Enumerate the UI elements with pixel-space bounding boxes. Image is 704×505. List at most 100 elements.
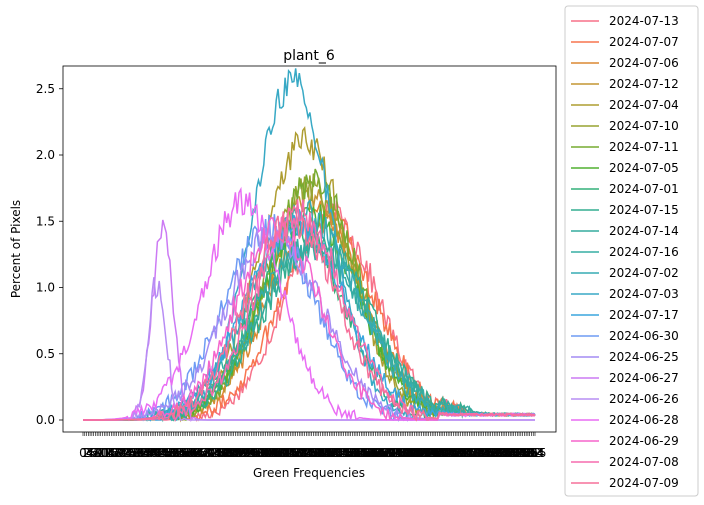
x-tick-label: 88 [231,446,246,460]
x-tick-label: 228 [476,446,499,460]
x-tick-label: 138 [316,446,339,460]
x-tick-label: 186 [401,446,424,460]
x-tick-label: 118 [281,446,304,460]
x-tick-label: 25 [120,446,135,460]
x-tick-label: 195 [417,446,440,460]
x-tick-label: 85 [226,446,241,460]
x-tick-label: 105 [258,446,281,460]
x-tick-label: 99 [251,446,266,460]
x-tick-label: 209 [442,446,465,460]
x-tick-label: 170 [373,446,396,460]
x-axis-ticks: 0123456789101112131415161718192021222324… [79,432,546,460]
x-tick-label: 65 [191,446,206,460]
x-tick-label: 81 [219,446,234,460]
x-tick-label: 24 [118,446,133,460]
x-tick-label: 72 [203,446,218,460]
x-tick-label: 16 [104,446,119,460]
x-tick-label: 145 [329,446,352,460]
x-tick-label: 104 [256,446,279,460]
legend-label: 2024-07-10 [609,119,679,133]
x-tick-label: 68 [196,446,211,460]
x-tick-label: 152 [341,446,364,460]
x-tick-label: 37 [141,446,156,460]
x-tick-label: 15 [102,446,117,460]
legend-label: 2024-07-11 [609,140,679,154]
x-tick-label: 139 [318,446,341,460]
x-tick-label: 23 [116,446,131,460]
x-tick-label: 56 [175,446,190,460]
plot-frame [62,65,557,433]
x-tick-label: 51 [166,446,181,460]
series-line-2024-07-04 [83,126,536,421]
x-tick-label: 226 [472,446,495,460]
x-tick-label: 114 [274,446,297,460]
x-tick-label: 57 [176,446,191,460]
x-tick-label: 79 [215,446,230,460]
x-tick-label: 76 [210,446,225,460]
x-tick-label: 96 [246,446,261,460]
x-tick-label: 173 [378,446,401,460]
x-tick-label: 246 [508,446,531,460]
x-tick-label: 160 [355,446,378,460]
x-tick-label: 252 [518,446,541,460]
x-tick-label: 100 [249,446,272,460]
y-tick-label: 2.0 [36,148,55,162]
x-tick-label: 32 [132,446,147,460]
x-tick-label: 163 [360,446,383,460]
x-tick-label: 61 [183,446,198,460]
legend-label: 2024-07-02 [609,266,679,280]
x-tick-label: 159 [353,446,376,460]
x-tick-label: 134 [309,446,332,460]
x-tick-label: 147 [332,446,355,460]
x-tick-label: 87 [230,446,245,460]
x-tick-label: 30 [129,446,144,460]
x-tick-label: 212 [447,446,470,460]
x-tick-label: 58 [178,446,193,460]
x-tick-label: 231 [481,446,504,460]
x-tick-label: 70 [199,446,214,460]
x-tick-label: 111 [268,446,291,460]
x-tick-label: 53 [169,446,184,460]
y-tick-label: 2.5 [36,82,55,96]
x-tick-label: 122 [288,446,311,460]
x-tick-label: 117 [279,446,302,460]
x-tick-label: 201 [428,446,451,460]
x-tick-label: 75 [208,446,223,460]
x-tick-label: 168 [369,446,392,460]
x-tick-label: 113 [272,446,295,460]
x-tick-label: 120 [284,446,307,460]
x-tick-label: 103 [254,446,277,460]
x-tick-label: 9 [95,446,103,460]
x-tick-label: 129 [300,446,323,460]
x-tick-label: 136 [313,446,336,460]
x-tick-label: 177 [385,446,408,460]
series-line-2024-06-26 [83,277,535,421]
x-tick-label: 94 [242,446,257,460]
x-tick-label: 106 [259,446,282,460]
x-tick-label: 166 [366,446,389,460]
x-tick-label: 178 [387,446,410,460]
x-tick-label: 27 [123,446,138,460]
x-tick-label: 77 [212,446,227,460]
x-tick-label: 153 [343,446,366,460]
x-tick-label: 130 [302,446,325,460]
x-tick-label: 219 [460,446,483,460]
x-tick-label: 45 [155,446,170,460]
legend-label: 2024-07-06 [609,56,679,70]
x-tick-label: 133 [307,446,330,460]
x-tick-label: 200 [426,446,449,460]
x-tick-label: 22 [114,446,129,460]
x-tick-label: 207 [438,446,461,460]
x-tick-label: 244 [504,446,527,460]
x-tick-label: 6 [90,446,98,460]
x-tick-label: 158 [352,446,375,460]
x-tick-label: 12 [97,446,112,460]
y-tick-label: 1.0 [36,281,55,295]
x-tick-label: 95 [244,446,259,460]
legend-label: 2024-07-01 [609,182,679,196]
x-tick-label: 52 [168,446,183,460]
x-tick-label: 83 [222,446,237,460]
x-tick-label: 35 [137,446,152,460]
x-tick-label: 143 [325,446,348,460]
x-tick-label: 92 [238,446,253,460]
